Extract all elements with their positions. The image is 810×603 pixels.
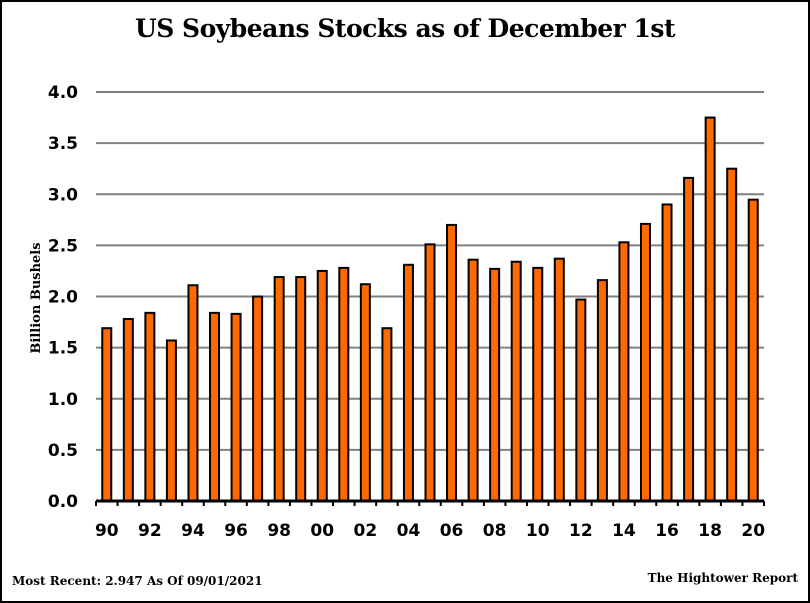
x-tick-label: 96: [224, 521, 248, 541]
x-tick-label: 90: [95, 521, 119, 541]
x-tick-label: 08: [483, 521, 507, 541]
x-tick-label: 20: [741, 521, 765, 541]
x-tick-label: 92: [138, 521, 162, 541]
y-axis-ticks: 0.0 0.5 1.0 1.5 2.0 2.5 3.0 3.5 4.0: [48, 83, 78, 512]
y-tick-label: 3.0: [48, 185, 78, 205]
y-axis-label: Billion Bushels: [29, 242, 44, 353]
bar-04: [402, 263, 414, 502]
bar-13: [596, 279, 608, 503]
most-recent-note: Most Recent: 2.947 As Of 09/01/2021: [12, 574, 263, 588]
y-tick-label: 2.5: [48, 236, 78, 256]
bar-93: [165, 339, 177, 502]
bar-97: [252, 295, 264, 502]
source-credit: The Hightower Report: [647, 571, 798, 585]
bar-94: [187, 284, 199, 502]
bar-02: [359, 283, 371, 503]
bar-15: [639, 222, 651, 502]
x-axis-ticks: 90 92 94 96 98 00 02 04 06 08 10 12 14 16 18 20: [95, 521, 765, 541]
chart-title: US Soybeans Stocks as of December 1st: [134, 14, 676, 43]
bar-16: [661, 203, 673, 502]
x-tick-label: 14: [612, 521, 636, 541]
bar-17: [683, 176, 695, 502]
y-tick-label: 2.0: [48, 288, 78, 308]
bar-03: [381, 327, 393, 503]
bar-90: [101, 327, 113, 503]
bar-14: [618, 241, 630, 502]
bar-01: [338, 266, 350, 502]
bar-98: [273, 276, 285, 503]
x-axis: [95, 499, 765, 506]
bar-19: [726, 167, 738, 502]
bars: [101, 116, 759, 503]
y-tick-label: 0.5: [48, 441, 78, 461]
x-tick-label: 18: [698, 521, 722, 541]
bar-09: [510, 260, 522, 502]
x-tick-label: 04: [397, 521, 421, 541]
x-tick-label: 94: [181, 521, 205, 541]
bar-92: [144, 311, 156, 502]
bar-07: [467, 258, 479, 502]
y-tick-label: 0.0: [48, 492, 78, 512]
bar-99: [295, 276, 307, 503]
bar-95: [209, 311, 221, 502]
bar-00: [316, 269, 328, 502]
bar-12: [575, 298, 587, 502]
bar-05: [424, 243, 436, 502]
y-tick-label: 1.0: [48, 390, 78, 410]
x-tick-label: 02: [354, 521, 378, 541]
bar-11: [553, 257, 565, 503]
y-tick-label: 1.5: [48, 339, 78, 359]
bar-91: [122, 317, 134, 502]
x-tick-label: 10: [526, 521, 550, 541]
x-tick-label: 16: [655, 521, 679, 541]
y-tick-label: 4.0: [48, 83, 78, 103]
bar-06: [446, 223, 458, 503]
bar-96: [230, 312, 242, 502]
bar-08: [489, 267, 501, 502]
x-tick-label: 12: [569, 521, 593, 541]
y-tick-label: 3.5: [48, 134, 78, 154]
x-tick-label: 00: [310, 521, 334, 541]
bar-10: [532, 266, 544, 502]
x-tick-label: 98: [267, 521, 291, 541]
bar-20: [747, 198, 759, 502]
x-tick-label: 06: [440, 521, 464, 541]
bar-18: [704, 116, 716, 502]
